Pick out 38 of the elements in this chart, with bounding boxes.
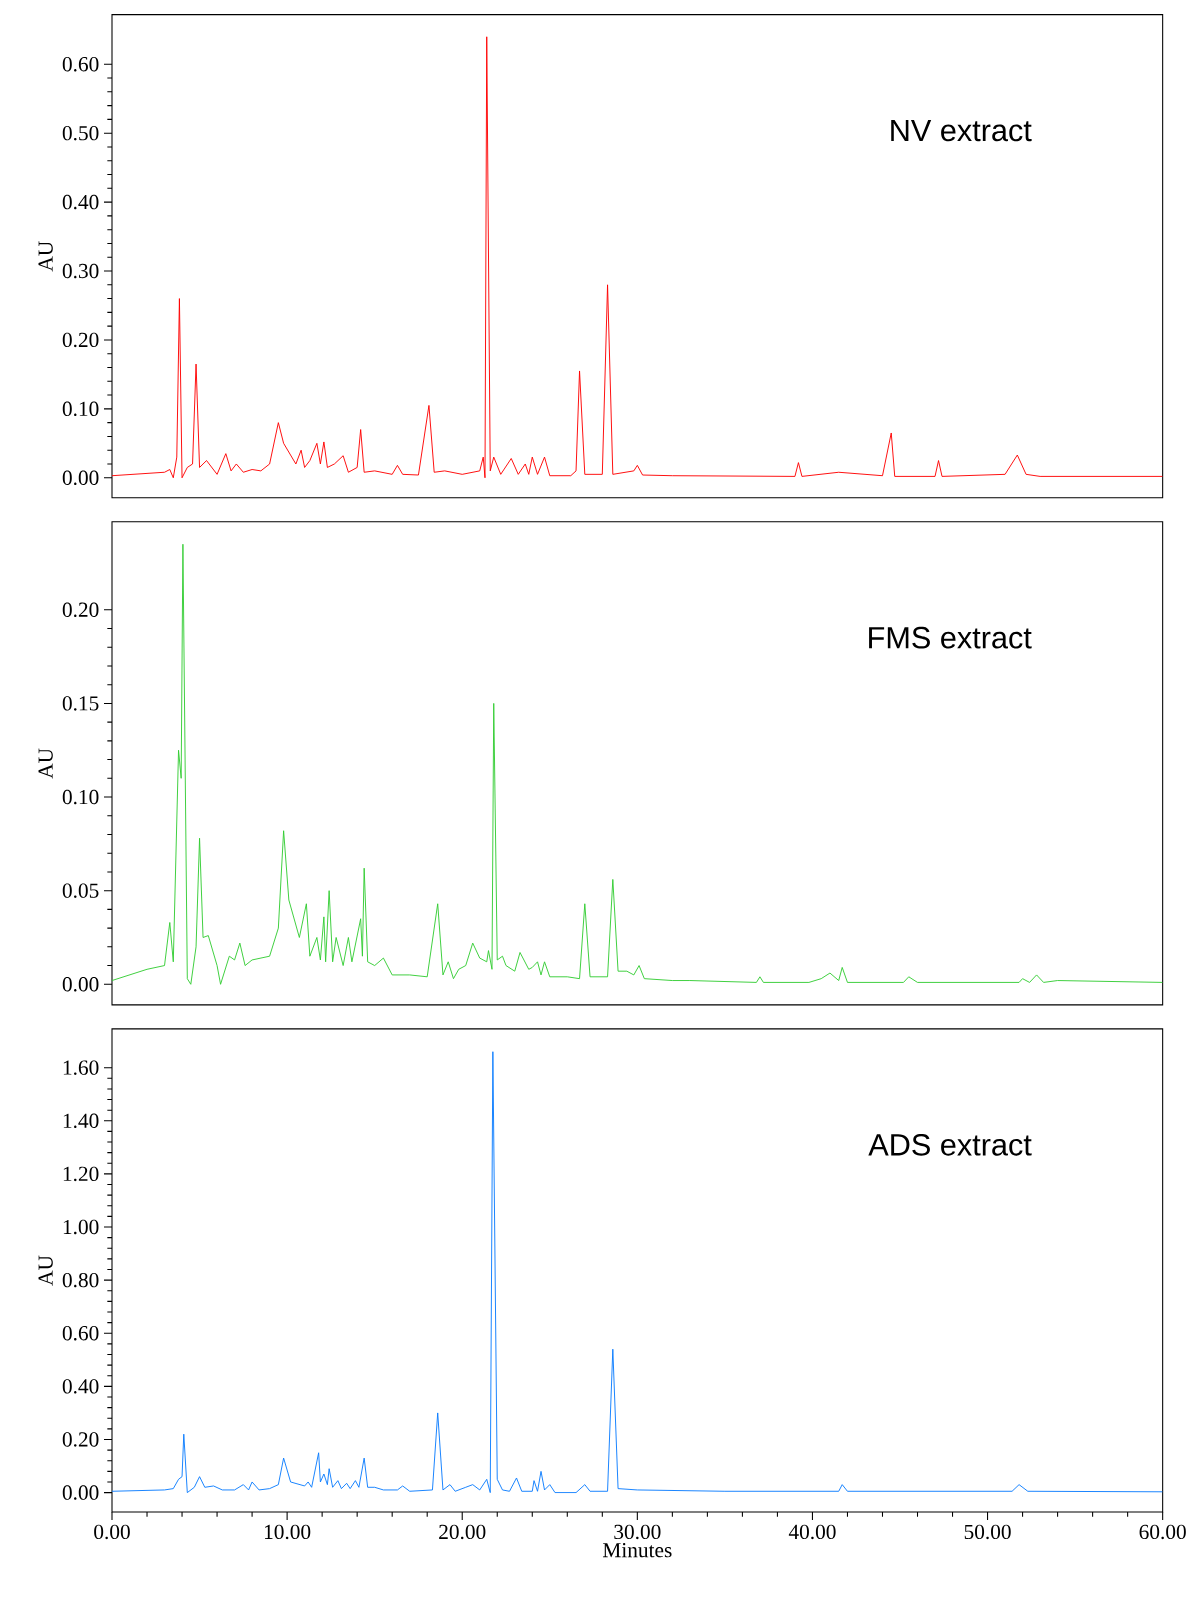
y-tick-label: 0.40 — [62, 194, 99, 210]
y-tick-label: 1.20 — [63, 1166, 99, 1182]
y-tick-label: 0.50 — [62, 125, 99, 141]
x-tick-label: 0.00 — [94, 1524, 130, 1540]
y-tick-label: 0.30 — [62, 263, 99, 279]
x-tick-label: 20.00 — [439, 1524, 486, 1540]
y-tick-label: 0.15 — [62, 696, 99, 711]
x-axis-title: Minutes — [602, 1543, 672, 1558]
y-tick-label: 0.05 — [62, 883, 99, 898]
line-series — [112, 1051, 1163, 1494]
y-tick-label: 0.60 — [62, 57, 99, 72]
y-tick-label: 0.20 — [62, 332, 99, 348]
y-tick-label: 1.00 — [63, 1219, 99, 1235]
y-tick-label: 0.10 — [62, 401, 99, 417]
x-tick-label: 30.00 — [614, 1524, 661, 1540]
y-tick-label: 0.60 — [62, 1326, 99, 1341]
x-tick-label: 10.00 — [264, 1524, 311, 1540]
x-tick-label: 50.00 — [964, 1524, 1011, 1540]
annotation: FMS extract — [869, 626, 1032, 649]
y-tick-label: 0.10 — [62, 789, 99, 805]
y-axis-title: AU — [38, 241, 53, 272]
y-tick-label: 0.40 — [62, 1379, 99, 1394]
line-series — [112, 36, 1163, 479]
y-tick-label: 0.20 — [62, 1432, 99, 1447]
y-axis-title: AU — [38, 748, 53, 779]
x-tick-label: 40.00 — [788, 1524, 836, 1540]
x-tick-label: 60.00 — [1139, 1524, 1186, 1540]
line-series — [112, 543, 1163, 985]
y-tick-label: 0.00 — [62, 1485, 99, 1500]
y-tick-label: 1.60 — [63, 1060, 99, 1075]
y-tick-label: 0.20 — [62, 602, 99, 618]
y-tick-label: 0.00 — [62, 977, 99, 992]
y-axis-title: AU — [38, 1255, 53, 1286]
y-tick-label: 0.00 — [62, 470, 99, 486]
y-tick-label: 0.80 — [62, 1272, 99, 1288]
annotation: ADS extract — [868, 1133, 1032, 1156]
annotation: NV extract — [891, 119, 1032, 142]
y-tick-label: 1.40 — [63, 1113, 99, 1129]
